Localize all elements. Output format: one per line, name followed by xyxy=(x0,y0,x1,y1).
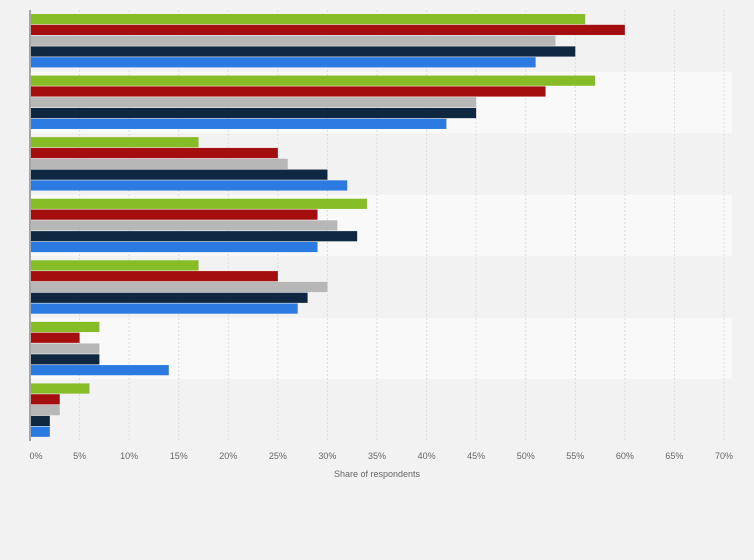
x-tick-label: 5% xyxy=(73,451,86,461)
x-tick-label: 30% xyxy=(318,451,336,461)
bar-g7-s4 xyxy=(31,415,50,427)
bar-g5-s3 xyxy=(31,281,328,293)
x-tick-label: 70% xyxy=(715,451,733,461)
bar-g4-s1 xyxy=(31,198,368,209)
x-tick-label: 65% xyxy=(665,451,683,461)
bar-g2-s5 xyxy=(31,118,447,129)
bar-g1-s5 xyxy=(31,57,536,68)
bar-g6-s2 xyxy=(31,332,80,343)
bar-g3-s4 xyxy=(31,169,328,180)
bar-g6-s3 xyxy=(31,343,100,354)
bar-g6-s4 xyxy=(31,354,100,365)
bar-g4-s2 xyxy=(31,209,318,220)
bar-g5-s4 xyxy=(31,292,308,303)
x-tick-label: 25% xyxy=(269,451,287,461)
bar-g2-s4 xyxy=(31,107,477,119)
bar-g3-s3 xyxy=(31,158,288,169)
bar-g2-s3 xyxy=(31,97,477,108)
bar-g2-s2 xyxy=(31,86,546,97)
bar-g3-s2 xyxy=(31,147,278,159)
bar-g6-s1 xyxy=(31,321,100,333)
bar-g4-s5 xyxy=(31,241,318,253)
bar-g5-s5 xyxy=(31,303,298,314)
bar-g6-s5 xyxy=(31,365,169,376)
bar-g5-s1 xyxy=(31,260,199,271)
x-tick-label: 0% xyxy=(29,451,42,461)
x-axis-label: Share of respondents xyxy=(334,469,421,479)
x-tick-label: 50% xyxy=(517,451,535,461)
x-tick-label: 35% xyxy=(368,451,386,461)
group-band xyxy=(30,379,732,441)
x-tick-label: 10% xyxy=(120,451,138,461)
x-tick-label: 40% xyxy=(418,451,436,461)
bar-g4-s3 xyxy=(31,220,338,231)
bar-g4-s4 xyxy=(31,231,358,242)
bar-g7-s3 xyxy=(31,405,60,416)
bar-g5-s2 xyxy=(31,271,278,282)
x-tick-label: 55% xyxy=(566,451,584,461)
bar-g3-s1 xyxy=(31,137,199,148)
x-tick-label: 15% xyxy=(170,451,188,461)
x-tick-label: 45% xyxy=(467,451,485,461)
x-tick-label: 60% xyxy=(616,451,634,461)
bar-g1-s2 xyxy=(31,24,625,35)
bar-g7-s2 xyxy=(31,394,60,405)
bar-g7-s1 xyxy=(31,383,90,394)
bar-g2-s1 xyxy=(31,75,596,86)
bar-g1-s3 xyxy=(31,35,556,46)
bar-g7-s5 xyxy=(31,426,50,437)
bar-g1-s1 xyxy=(31,14,586,25)
bar-g3-s5 xyxy=(31,180,348,191)
bar-g1-s4 xyxy=(31,46,576,57)
x-tick-label: 20% xyxy=(219,451,237,461)
